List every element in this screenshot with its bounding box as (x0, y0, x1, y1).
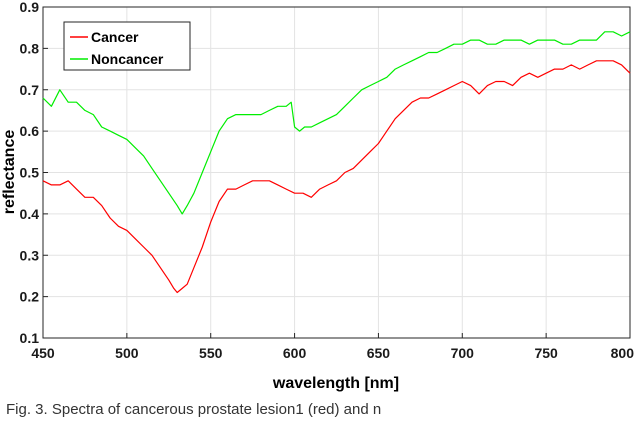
legend: Cancer Noncancer (63, 21, 191, 71)
chart: 450 500 550 600 650 700 750 800 0.1 0.2 0.3 0.4 0.5… (1, 0, 634, 392)
legend-entry-cancer: Cancer (91, 29, 139, 45)
y-tick-label: 0.7 (20, 82, 40, 98)
legend-entry-noncancer: Noncancer (91, 51, 164, 67)
x-tick-label: 700 (451, 345, 475, 361)
y-axis-label: reflectance (1, 130, 18, 215)
y-tick-label: 0.8 (20, 40, 40, 56)
figure-caption: Fig. 3. Spectra of cancerous prostate le… (6, 401, 382, 418)
series-lines (42, 31, 631, 294)
x-tick-label: 750 (534, 345, 558, 361)
x-tick-label: 500 (115, 345, 139, 361)
y-tick-label: 0.4 (20, 206, 40, 222)
y-tick-label: 0.9 (20, 0, 40, 15)
y-tick-label: 0.3 (20, 247, 40, 263)
x-tick-label: 800 (611, 345, 635, 361)
y-tick-label: 0.6 (20, 123, 40, 139)
x-tick-label: 600 (283, 345, 307, 361)
x-tick-label: 450 (31, 345, 55, 361)
y-tick-label: 0.5 (20, 165, 40, 181)
y-tick-label: 0.2 (20, 289, 40, 305)
y-tick-label: 0.1 (20, 330, 40, 346)
x-axis-label: wavelength [nm] (272, 375, 399, 392)
x-axis-ticks: 450 500 550 600 650 700 750 800 (31, 333, 634, 361)
x-tick-label: 550 (199, 345, 223, 361)
x-tick-label: 650 (367, 345, 391, 361)
series-line-noncancer (42, 31, 631, 215)
y-axis-ticks: 0.1 0.2 0.3 0.4 0.5 0.6 0.7 0.8 0.9 (20, 0, 48, 346)
series-line-cancer (42, 60, 631, 294)
legend-box (63, 21, 191, 71)
